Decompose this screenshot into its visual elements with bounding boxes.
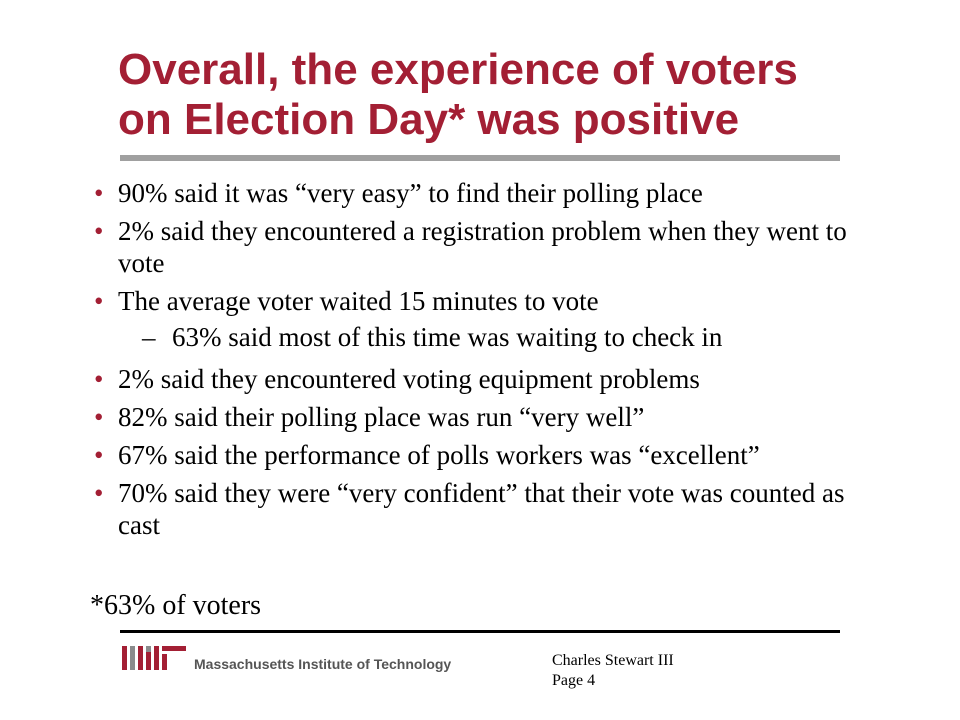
title-line-1: Overall, the experience of voters xyxy=(118,45,798,94)
author-name: Charles Stewart III xyxy=(552,652,674,669)
title-line-2: on Election Day* was positive xyxy=(118,95,740,144)
bullet-item: 70% said they were “very confident” that… xyxy=(94,477,854,541)
sub-bullet-text: 63% said most of this time was waiting t… xyxy=(172,322,723,352)
title-divider xyxy=(120,155,840,161)
bullet-item: 2% said they encountered voting equipmen… xyxy=(94,363,854,395)
sub-bullet-dash: – xyxy=(142,322,156,352)
footer-divider xyxy=(120,630,840,633)
footer-info: Charles Stewart III Page 4 xyxy=(552,651,674,691)
footnote: *63% of voters xyxy=(90,590,262,621)
mit-logo xyxy=(122,646,186,670)
bullet-item: The average voter waited 15 minutes to v… xyxy=(94,285,854,317)
bullet-item: 90% said it was “very easy” to find thei… xyxy=(94,177,854,209)
bullet-item: 67% said the performance of polls worker… xyxy=(94,439,854,471)
bullet-list: 90% said it was “very easy” to find thei… xyxy=(94,177,854,547)
institution-name: Massachusetts Institute of Technology xyxy=(194,656,452,672)
slide-title: Overall, the experience of voters on Ele… xyxy=(118,45,918,145)
bullet-item: 82% said their polling place was run “ve… xyxy=(94,401,854,433)
sub-bullet-item: – 63% said most of this time was waiting… xyxy=(94,321,854,353)
page-number: Page 4 xyxy=(552,672,596,689)
bullet-item: 2% said they encountered a registration … xyxy=(94,215,854,279)
